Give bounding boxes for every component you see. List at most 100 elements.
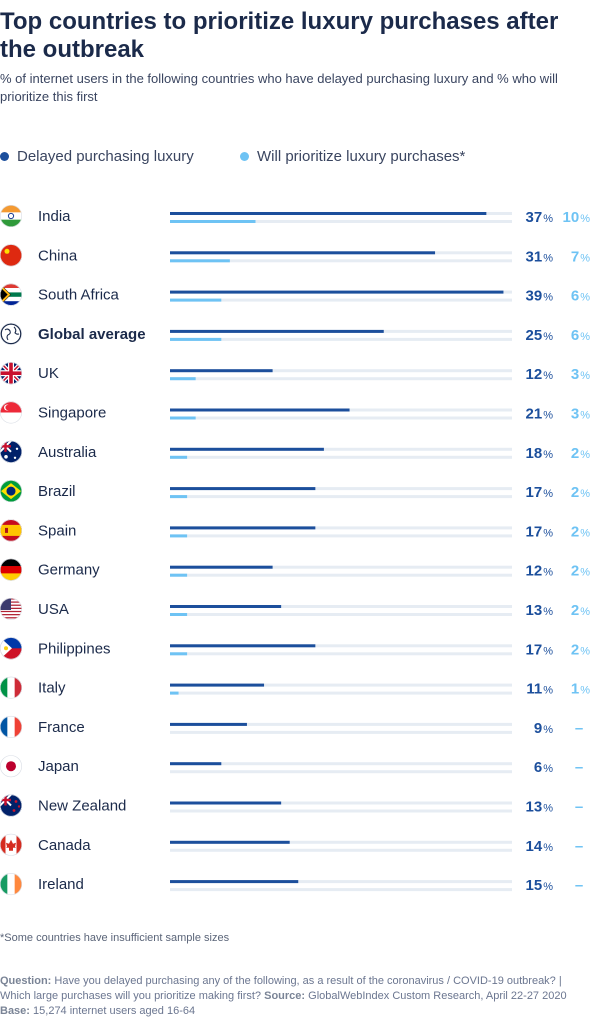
- category-label: Canada: [38, 837, 91, 854]
- value-label-delayed: 14%: [526, 838, 554, 855]
- value-label-delayed: 12%: [526, 563, 554, 580]
- china-flag-icon: [0, 244, 22, 267]
- italy-flag-icon: [0, 676, 22, 699]
- chart-row: China 31% 7%: [0, 244, 590, 267]
- bar-chart: India 37% 10%China 31% 7%South Africa 39% 6%Gl…: [0, 205, 591, 896]
- value-label-prioritize: 2%: [571, 523, 590, 540]
- india-flag-icon: [0, 205, 22, 227]
- bar-track-prioritize: [170, 455, 512, 459]
- bar-delayed: [170, 801, 282, 805]
- chart-row: Global average 25% 6%: [0, 322, 590, 345]
- category-label: UK: [38, 365, 59, 382]
- bar-delayed: [170, 683, 265, 687]
- flag-outline: [0, 440, 22, 463]
- value-label-prioritize: 7%: [571, 248, 590, 265]
- flag-outline: [0, 755, 22, 778]
- bar-delayed: [170, 487, 316, 491]
- value-missing-prioritize: –: [575, 838, 583, 855]
- bar-track-prioritize: [170, 730, 512, 734]
- flag-outline: [0, 873, 22, 896]
- bar-track-delayed: [170, 565, 512, 569]
- legend-label-prioritize: Will prioritize luxury purchases*: [257, 148, 466, 165]
- bar-prioritize: [170, 652, 188, 656]
- bar-track-delayed: [170, 487, 512, 491]
- bar-track-delayed: [170, 840, 512, 844]
- category-label: Spain: [38, 522, 76, 539]
- flag-outline: [0, 519, 22, 542]
- bar-track-prioritize: [170, 259, 512, 263]
- bar-track-prioritize: [170, 377, 512, 381]
- flag-outline: [0, 244, 22, 267]
- footnote: *Some countries have insufficient sample…: [0, 932, 230, 944]
- legend-dot-prioritize: [240, 152, 249, 161]
- spain-flag-icon: [0, 519, 22, 542]
- value-label-delayed: 15%: [526, 877, 554, 894]
- bar-track-delayed: [170, 880, 512, 884]
- bar-prioritize: [170, 377, 196, 381]
- legend-label-delayed: Delayed purchasing luxury: [17, 148, 194, 165]
- bar-prioritize: [170, 259, 230, 263]
- value-label-prioritize: 2%: [571, 641, 590, 658]
- bar-track-prioritize: [170, 220, 512, 223]
- canada-flag-icon: [0, 833, 22, 856]
- source-note: Question: Have you delayed purchasing an…: [0, 974, 594, 1019]
- value-label-prioritize: 2%: [571, 563, 590, 580]
- value-label-prioritize: 10%: [563, 209, 591, 226]
- value-label-delayed: 21%: [526, 406, 554, 423]
- france-flag-icon: [0, 715, 22, 738]
- bar-delayed: [170, 605, 282, 608]
- bar-track-prioritize: [170, 298, 512, 302]
- bar-track-delayed: [170, 447, 512, 451]
- bar-prioritize: [170, 613, 188, 616]
- bar-prioritize: [170, 534, 188, 538]
- legend-dot-delayed: [0, 152, 9, 161]
- chart-row: Ireland 15% –: [0, 873, 583, 896]
- flag-outline: [0, 637, 22, 660]
- brazil-flag-icon: [0, 480, 22, 503]
- chart-row: UK 12% 3%: [0, 362, 590, 385]
- value-label-prioritize: 1%: [571, 681, 590, 698]
- bar-delayed: [170, 526, 316, 530]
- chart-row: Spain 17% 2%: [0, 519, 590, 542]
- flag-outline: [0, 676, 22, 699]
- bar-delayed: [170, 290, 504, 294]
- value-label-delayed: 17%: [526, 641, 554, 658]
- value-label-delayed: 17%: [526, 523, 554, 540]
- base-text: 15,274 internet users aged 16-64: [33, 1005, 196, 1017]
- value-missing-prioritize: –: [575, 799, 583, 816]
- category-label: Japan: [38, 758, 79, 775]
- bar-track-delayed: [170, 801, 512, 805]
- chart-row: Australia 18% 2%: [0, 440, 590, 463]
- bar-delayed: [170, 644, 316, 648]
- bar-delayed: [170, 369, 273, 373]
- singapore-flag-icon: [0, 401, 22, 424]
- bar-track-delayed: [170, 683, 512, 687]
- value-label-prioritize: 2%: [571, 602, 590, 619]
- bar-track-delayed: [170, 605, 512, 608]
- category-label: New Zealand: [38, 798, 126, 815]
- bar-track-prioritize: [170, 770, 512, 774]
- legend-item-prioritize: Will prioritize luxury purchases*: [240, 148, 465, 165]
- germany-flag-icon: [0, 558, 22, 581]
- value-missing-prioritize: –: [575, 720, 583, 737]
- chart-row: Italy 11% 1%: [0, 676, 590, 699]
- flag-outline: [0, 205, 22, 227]
- source-label: Source:: [264, 990, 306, 1002]
- category-label: China: [38, 247, 78, 264]
- bar-prioritize: [170, 298, 222, 302]
- bar-delayed: [170, 880, 299, 884]
- value-label-delayed: 12%: [526, 366, 554, 383]
- flag-outline: [0, 322, 22, 345]
- bar-track-prioritize: [170, 848, 512, 852]
- category-label: Singapore: [38, 405, 106, 422]
- chart-subtitle: % of internet users in the following cou…: [0, 71, 558, 104]
- flag-outline: [0, 401, 22, 424]
- chart-row: Germany 12% 2%: [0, 558, 590, 581]
- value-missing-prioritize: –: [575, 759, 583, 776]
- value-label-delayed: 25%: [526, 327, 554, 344]
- category-label: Australia: [38, 444, 97, 461]
- chart-row: South Africa 39% 6%: [0, 283, 590, 306]
- value-label-delayed: 13%: [526, 602, 554, 619]
- bar-track-prioritize: [170, 495, 512, 499]
- japan-flag-icon: [0, 755, 22, 778]
